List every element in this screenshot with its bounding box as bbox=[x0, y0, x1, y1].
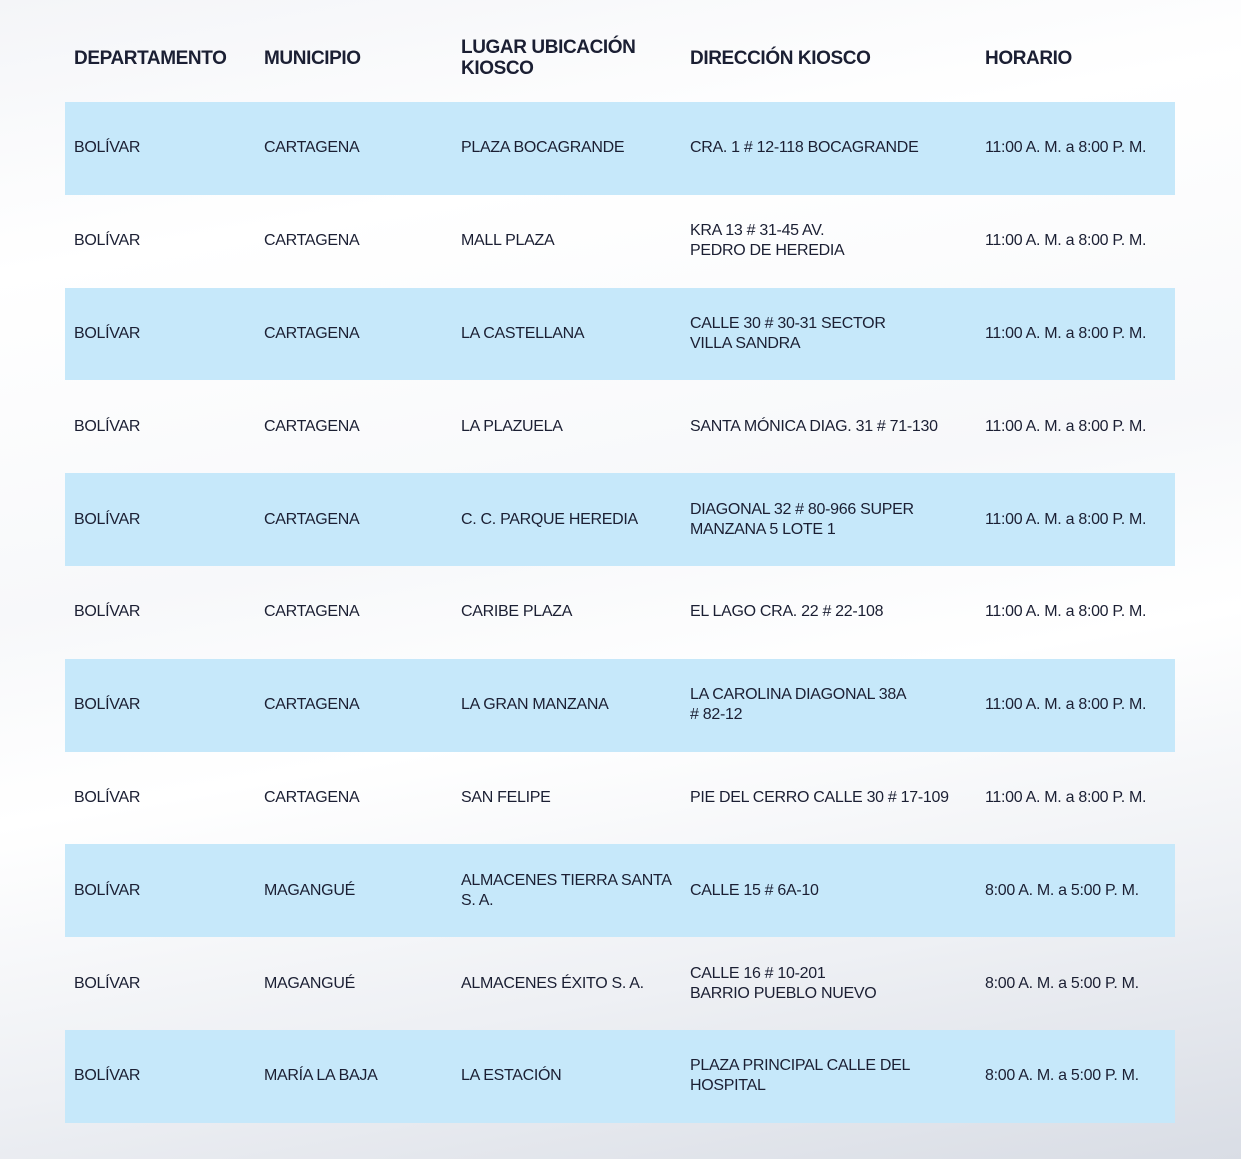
cell-horario: 11:00 A. M. a 8:00 P. M. bbox=[985, 603, 1147, 621]
table-row: BOLÍVAR CARTAGENA CARIBE PLAZA EL LAGO CRA.… bbox=[65, 566, 1175, 659]
cell-lugar: LA PLAZUELA bbox=[461, 417, 563, 435]
header-departamento: DEPARTAMENTO bbox=[74, 47, 227, 69]
cell-departamento: BOLÍVAR bbox=[74, 232, 141, 250]
cell-direccion: LA CAROLINA DIAGONAL 38A # 82-12 bbox=[690, 686, 907, 724]
table-row: BOLÍVAR CARTAGENA MALL PLAZA KRA 13 # 31-45… bbox=[65, 195, 1175, 288]
cell-municipio: MAGANGUÉ bbox=[264, 881, 355, 899]
cell-horario: 11:00 A. M. a 8:00 P. M. bbox=[985, 139, 1147, 157]
cell-municipio: CARTAGENA bbox=[264, 139, 360, 157]
cell-horario: 11:00 A. M. a 8:00 P. M. bbox=[985, 232, 1147, 250]
cell-direccion: PIE DEL CERRO CALLE 30 # 17-109 bbox=[690, 788, 949, 806]
table-row: BOLÍVAR MAGANGUÉ ALMACENES TIERRA SANTA S.… bbox=[65, 844, 1175, 938]
table-row: BOLÍVAR CARTAGENA LA CASTELLANA CALLE 30 # … bbox=[65, 287, 1175, 381]
cell-direccion: EL LAGO CRA. 22 # 22-108 bbox=[690, 603, 884, 621]
cell-departamento: BOLÍVAR bbox=[74, 696, 141, 714]
cell-lugar: SAN FELIPE bbox=[461, 788, 551, 806]
cell-municipio: CARTAGENA bbox=[264, 232, 360, 250]
cell-departamento: BOLÍVAR bbox=[74, 324, 141, 342]
header-direccion: DIRECCIÓN KIOSCO bbox=[690, 47, 871, 69]
cell-horario: 11:00 A. M. a 8:00 P. M. bbox=[985, 788, 1147, 806]
cell-departamento: BOLÍVAR bbox=[74, 974, 141, 992]
table-row: BOLÍVAR CARTAGENA LA GRAN MANZANA LA CAROLI… bbox=[65, 658, 1175, 752]
cell-municipio: MARÍA LA BAJA bbox=[264, 1067, 378, 1085]
cell-lugar: MALL PLAZA bbox=[461, 232, 555, 250]
cell-direccion: CALLE 30 # 30-31 SECTOR VILLA SANDRA bbox=[690, 314, 886, 352]
cell-horario: 8:00 A. M. a 5:00 P. M. bbox=[985, 974, 1139, 992]
header-municipio: MUNICIPIO bbox=[264, 47, 361, 69]
cell-direccion: CALLE 16 # 10-201 BARRIO PUEBLO NUEVO bbox=[690, 964, 877, 1002]
cell-direccion: DIAGONAL 32 # 80-966 SUPER MANZANA 5 LOT… bbox=[690, 500, 914, 538]
table-row: BOLÍVAR CARTAGENA LA PLAZUELA SANTA MÓNICA … bbox=[65, 380, 1175, 473]
cell-lugar: LA ESTACIÓN bbox=[461, 1067, 562, 1085]
cell-departamento: BOLÍVAR bbox=[74, 139, 141, 157]
cell-departamento: BOLÍVAR bbox=[74, 881, 141, 899]
table-row: BOLÍVAR MARÍA LA BAJA LA ESTACIÓN PLAZA PR… bbox=[65, 1029, 1175, 1123]
header-lugar: LUGAR UBICACIÓN KIOSCO bbox=[461, 37, 636, 79]
cell-horario: 11:00 A. M. a 8:00 P. M. bbox=[985, 510, 1147, 528]
cell-horario: 11:00 A. M. a 8:00 P. M. bbox=[985, 696, 1147, 714]
header-horario: HORARIO bbox=[985, 47, 1072, 69]
cell-municipio: CARTAGENA bbox=[264, 603, 360, 621]
cell-horario: 8:00 A. M. a 5:00 P. M. bbox=[985, 881, 1139, 899]
cell-lugar: C. C. PARQUE HEREDIA bbox=[461, 510, 638, 528]
cell-departamento: BOLÍVAR bbox=[74, 417, 141, 435]
cell-direccion: CALLE 15 # 6A-10 bbox=[690, 881, 819, 899]
cell-municipio: CARTAGENA bbox=[264, 788, 360, 806]
cell-horario: 11:00 A. M. a 8:00 P. M. bbox=[985, 417, 1147, 435]
cell-lugar: LA CASTELLANA bbox=[461, 324, 585, 342]
cell-lugar: ALMACENES TIERRA SANTA S. A. bbox=[461, 871, 672, 909]
cell-lugar: ALMACENES ÉXITO S. A. bbox=[461, 974, 644, 992]
cell-departamento: BOLÍVAR bbox=[74, 510, 141, 528]
table-row: BOLÍVAR CARTAGENA C. C. PARQUE HEREDIA DIAG… bbox=[65, 473, 1175, 566]
cell-departamento: BOLÍVAR bbox=[74, 788, 141, 806]
table-row: BOLÍVAR MAGANGUÉ ALMACENES ÉXITO S. A. CALL… bbox=[65, 937, 1175, 1030]
cell-horario: 11:00 A. M. a 8:00 P. M. bbox=[985, 324, 1147, 342]
cell-departamento: BOLÍVAR bbox=[74, 603, 141, 621]
cell-lugar: PLAZA BOCAGRANDE bbox=[461, 139, 625, 157]
cell-lugar: LA GRAN MANZANA bbox=[461, 696, 609, 714]
cell-municipio: CARTAGENA bbox=[264, 696, 360, 714]
cell-direccion: PLAZA PRINCIPAL CALLE DEL HOSPITAL bbox=[690, 1057, 911, 1095]
kiosk-table: DEPARTAMENTO MUNICIPIO LUGAR UBICACIÓN K… bbox=[65, 28, 1175, 1123]
cell-departamento: BOLÍVAR bbox=[74, 1067, 141, 1085]
cell-direccion: SANTA MÓNICA DIAG. 31 # 71-130 bbox=[690, 417, 938, 435]
cell-lugar: CARIBE PLAZA bbox=[461, 603, 573, 621]
table-row: BOLÍVAR CARTAGENA SAN FELIPE PIE DEL CERRO … bbox=[65, 752, 1175, 845]
cell-municipio: CARTAGENA bbox=[264, 324, 360, 342]
table-header: DEPARTAMENTO MUNICIPIO LUGAR UBICACIÓN K… bbox=[65, 28, 1175, 88]
cell-direccion: KRA 13 # 31-45 AV. PEDRO DE HEREDIA bbox=[690, 222, 845, 260]
cell-horario: 8:00 A. M. a 5:00 P. M. bbox=[985, 1067, 1139, 1085]
cell-municipio: MAGANGUÉ bbox=[264, 974, 355, 992]
table-row: BOLÍVAR CARTAGENA PLAZA BOCAGRANDE CRA. 1 #… bbox=[65, 102, 1175, 195]
cell-municipio: CARTAGENA bbox=[264, 510, 360, 528]
cell-direccion: CRA. 1 # 12-118 BOCAGRANDE bbox=[690, 139, 919, 157]
cell-municipio: CARTAGENA bbox=[264, 417, 360, 435]
